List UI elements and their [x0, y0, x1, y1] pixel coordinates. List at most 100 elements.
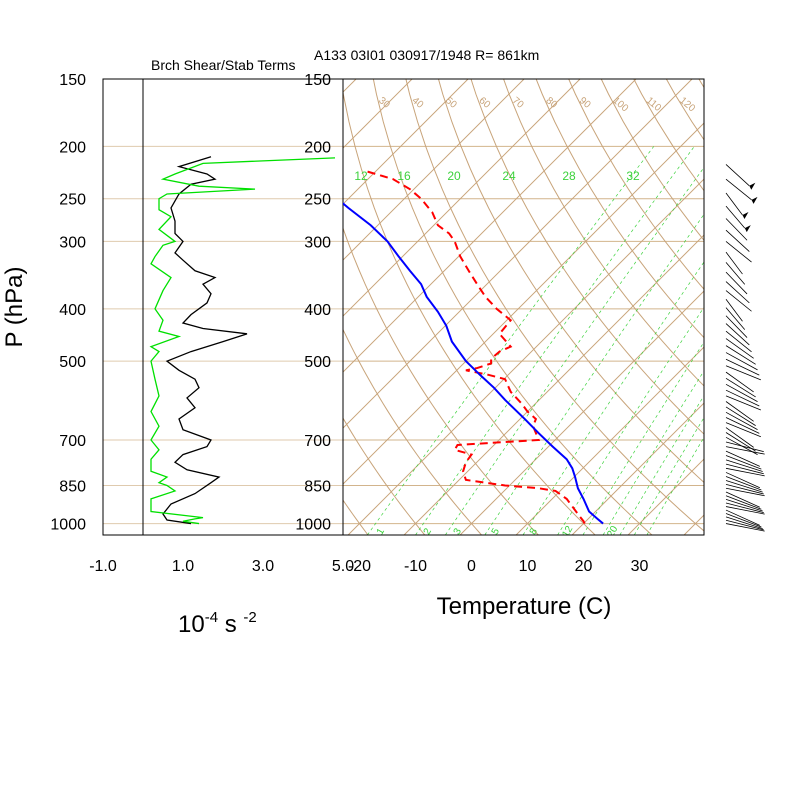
wind-barb-972 — [725, 516, 763, 529]
dry-adiabat-90 — [568, 79, 704, 290]
temperature-tick-0: -20 — [348, 558, 371, 575]
isotherm--80 — [343, 79, 469, 205]
pressure-label-1000: 1000 — [50, 517, 86, 534]
wind-barb-426 — [725, 323, 750, 346]
mixing-ratio-bottom-label-5: 5 — [490, 526, 503, 537]
mixing-ratio-bottom-label-1: 1 — [375, 526, 388, 537]
shear-stability-series — [149, 156, 336, 525]
wind-barb-622 — [725, 411, 758, 430]
skew-t-frame — [342, 78, 705, 536]
isotherm-30 — [627, 458, 704, 535]
temperature-tick-1: -10 — [404, 558, 427, 575]
skew-pressure-label-300: 300 — [304, 234, 331, 251]
wind-barb-flag-258 — [744, 225, 751, 233]
wind-barb-384 — [725, 299, 743, 322]
pressure-label-250: 250 — [59, 192, 86, 209]
wind-barb-482 — [725, 352, 758, 371]
mixing-ratio-bottom-label-20: 20 — [605, 524, 620, 540]
isotherm--10 — [403, 234, 704, 535]
stability-term-line — [149, 157, 336, 525]
dry-adiabat-label-60: 60 — [477, 95, 493, 111]
wind-barb-412 — [725, 315, 748, 338]
shear-x-axis-label: 10-4 s -2 — [178, 609, 257, 638]
skew-pressure-label-250: 250 — [304, 192, 331, 209]
dry-adiabat-100 — [600, 79, 704, 242]
pressure-label-500: 500 — [59, 354, 86, 371]
pressure-label-400: 400 — [59, 302, 86, 319]
isotherm--40 — [343, 79, 693, 429]
dry-adiabat-label-30: 30 — [376, 95, 392, 111]
pressure-label-700: 700 — [59, 433, 86, 450]
pressure-label-850: 850 — [59, 478, 86, 495]
wind-barb-608 — [725, 406, 756, 426]
shear-panel-title: Brch Shear/Stab Terms — [151, 57, 295, 73]
wind-barb-300 — [725, 241, 752, 263]
dewpoint-profile — [343, 202, 604, 525]
mixing-ratio-line-3 — [445, 166, 704, 535]
sounding-title: A133 03I01 030917/1948 R= 861km — [314, 47, 539, 63]
shear-x-tick-labels: -1.0 1.0 3.0 5.0 — [89, 558, 354, 575]
shear-term-line — [162, 156, 248, 525]
shear-stability-panel: 150 200 250 300 400 500 700 850 1000 -1.0 1.0 3.0 5… — [50, 72, 354, 575]
shear-x-tick-0: -1.0 — [89, 558, 117, 575]
wind-barb-468 — [725, 345, 756, 365]
shear-x-axis-label-unit-exponent: -2 — [243, 609, 256, 626]
dry-adiabat-140 — [721, 63, 800, 546]
wind-barb-734 — [725, 450, 760, 467]
mixing-ratio-top-label-28: 28 — [562, 169, 576, 183]
wind-barb-524 — [725, 371, 754, 393]
skew-t-pressure-labels: 150 200 250 300 400 500 700 850 1000 — [295, 72, 331, 534]
dry-adiabat--10 — [343, 417, 426, 535]
skew-pressure-label-700: 700 — [304, 433, 331, 450]
wind-barb-902 — [725, 499, 763, 512]
wind-barb-860 — [725, 487, 765, 497]
wind-barb-930 — [725, 506, 765, 515]
wind-barb-944 — [725, 509, 760, 526]
wind-barb-664 — [725, 427, 754, 448]
temperature-tick-4: 20 — [575, 558, 593, 575]
isotherm-10 — [515, 346, 704, 535]
mixing-ratio-line-1 — [367, 146, 655, 535]
dry-adiabat-80 — [535, 79, 704, 339]
wind-barb-678 — [725, 432, 756, 452]
wind-barb-flag-244 — [742, 211, 749, 219]
wind-barb-216 — [725, 164, 750, 187]
wind-barb-510 — [725, 365, 762, 381]
dry-adiabat-label-40: 40 — [410, 95, 426, 111]
wind-barb-flag-230 — [751, 196, 758, 204]
skew-pressure-label-850: 850 — [304, 478, 331, 495]
temperature-tick-labels: -20 -10 0 10 20 30 — [348, 558, 649, 575]
dry-adiabat-30 — [372, 79, 653, 535]
isotherm--70 — [343, 79, 525, 261]
wind-barb-790 — [725, 467, 765, 477]
mixing-ratio-line-28 — [633, 416, 704, 535]
mixing-ratio-line-8 — [522, 261, 704, 535]
wind-barb-230 — [725, 178, 752, 201]
dry-adiabat-10 — [343, 226, 540, 535]
wind-barb-272 — [725, 218, 748, 241]
isotherm--60 — [343, 79, 581, 317]
wind-barb-356 — [725, 281, 750, 304]
shear-x-axis-label-unit: s — [218, 611, 243, 638]
left-isobar-lines — [103, 78, 343, 535]
skew-pressure-label-400: 400 — [304, 302, 331, 319]
dry-adiabat-40 — [405, 79, 704, 532]
wind-barb-818 — [725, 476, 762, 491]
dry-adiabat-70 — [503, 79, 704, 387]
wind-barb-580 — [725, 395, 762, 411]
wind-barb-398 — [725, 307, 746, 330]
pressure-label-300: 300 — [59, 234, 86, 251]
skew-t-profiles — [343, 169, 604, 525]
mixing-ratio-bottom-label-8: 8 — [528, 526, 541, 537]
pressure-label-150: 150 — [59, 72, 86, 89]
dry-adiabat-label-70: 70 — [510, 95, 526, 111]
wind-barb-832 — [725, 480, 763, 493]
dry-adiabat-label-90: 90 — [577, 95, 593, 111]
mixing-ratio-top-label-24: 24 — [502, 169, 516, 183]
shear-x-tick-3: 5.0 — [332, 558, 354, 575]
mixing-ratio-line-32 — [646, 436, 704, 535]
wind-barb-888 — [725, 495, 762, 510]
mixing-ratio-line-5 — [484, 213, 704, 535]
wind-barb-1000 — [725, 523, 765, 532]
